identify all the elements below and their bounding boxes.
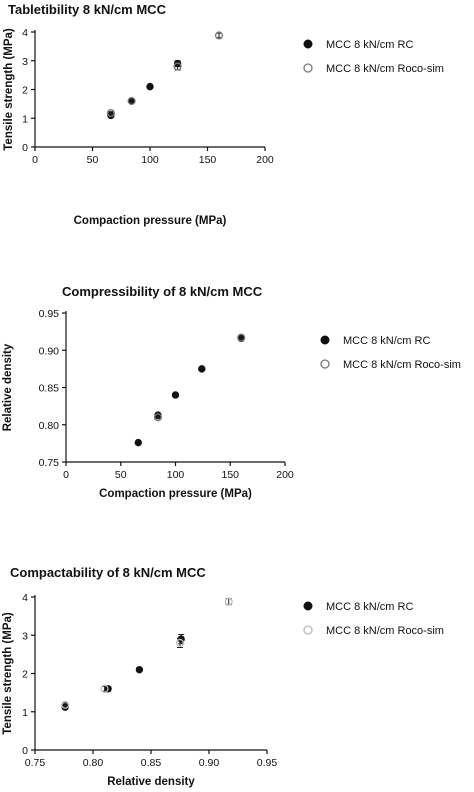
chart-title: Tabletibility 8 kN/cm MCC xyxy=(8,2,167,17)
y-tick-label: 0.90 xyxy=(39,345,60,357)
x-tick-label: 200 xyxy=(276,469,294,481)
data-point-roco-sim xyxy=(175,638,185,647)
data-point-rc xyxy=(198,365,206,373)
y-tick-label: 2 xyxy=(22,669,28,681)
y-tick-label: 4 xyxy=(22,27,28,39)
x-tick-label: 0.80 xyxy=(83,757,104,769)
data-point-rc xyxy=(171,391,180,399)
data-point-rc xyxy=(135,665,144,674)
data-point-roco-sim xyxy=(100,684,109,693)
legend-marker-roco-sim xyxy=(303,63,313,73)
x-tick-label: 100 xyxy=(141,154,159,166)
chart-title: Compactability of 8 kN/cm MCC xyxy=(10,565,206,580)
data-point-roco-sim xyxy=(153,413,163,422)
chart-2: Compressibility of 8 kN/cm MCC 0 50 100 150 2… xyxy=(2,284,461,500)
y-tick-label: 3 xyxy=(22,630,28,642)
y-axis-label: Tensile strength (MPa) xyxy=(3,28,15,151)
legend-label: MCC 8 kN/cm Roco-sim xyxy=(326,625,444,637)
y-tick-label: 0.80 xyxy=(39,420,60,432)
x-tick-label: 0.95 xyxy=(257,757,278,769)
legend-marker-rc xyxy=(303,39,313,49)
y-tick-label: 2 xyxy=(22,85,28,97)
y-tick-label: 0 xyxy=(22,745,28,757)
legend-label: MCC 8 kN/cm Roco-sim xyxy=(343,359,461,371)
y-tick-label: 0 xyxy=(22,142,28,154)
y-tick-label: 0.75 xyxy=(39,457,60,469)
legend-label: MCC 8 kN/cm Roco-sim xyxy=(326,63,444,75)
x-tick-label: 50 xyxy=(115,469,127,481)
y-tick-label: 3 xyxy=(22,56,28,68)
x-axis-label: Compaction pressure (MPa) xyxy=(74,215,227,227)
x-tick-label: 50 xyxy=(87,154,99,166)
legend-marker-rc xyxy=(303,601,313,611)
x-tick-label: 0 xyxy=(32,154,38,166)
data-point-roco-sim xyxy=(127,96,136,106)
x-tick-label: 0.75 xyxy=(25,757,46,769)
x-tick-label: 0.85 xyxy=(141,757,162,769)
data-point-roco-sim xyxy=(173,62,182,71)
legend-label: MCC 8 kN/cm RC xyxy=(343,335,430,347)
x-tick-label: 100 xyxy=(167,469,185,481)
y-tick-label: 0.95 xyxy=(39,308,60,320)
data-point-roco-sim xyxy=(61,700,70,709)
y-tick-label: 1 xyxy=(22,113,28,125)
legend-marker-rc xyxy=(320,335,330,345)
data-point-rc xyxy=(134,438,142,447)
y-tick-label: 0.85 xyxy=(39,383,60,395)
y-axis-label: Tensile strength (MPa) xyxy=(2,612,14,735)
y-tick-label: 1 xyxy=(22,707,28,719)
data-point-rc xyxy=(146,82,154,91)
data-point-roco-sim xyxy=(106,109,115,118)
data-point-roco-sim xyxy=(224,597,233,606)
x-tick-label: 150 xyxy=(199,154,217,166)
data-point-roco-sim xyxy=(237,333,246,342)
chart-3: Compactability of 8 kN/cm MCC 0.75 0.80 0.8… xyxy=(2,565,444,788)
y-tick-label: 4 xyxy=(22,592,28,604)
chart-title: Compressibility of 8 kN/cm MCC xyxy=(62,284,263,299)
x-tick-label: 0.90 xyxy=(199,757,220,769)
legend-label: MCC 8 kN/cm RC xyxy=(326,601,413,613)
chart-1: Tabletibility 8 kN/cm MCC 0 50 100 150 200 0 1 2… xyxy=(3,2,444,227)
y-axis-label: Relative density xyxy=(2,343,14,431)
x-axis-label: Compaction pressure (MPa) xyxy=(99,488,252,500)
data-point-roco-sim xyxy=(214,31,224,40)
x-tick-label: 0 xyxy=(63,469,69,481)
legend-marker-roco-sim xyxy=(303,625,313,635)
x-tick-label: 150 xyxy=(221,469,239,481)
x-tick-label: 200 xyxy=(256,154,274,166)
legend-label: MCC 8 kN/cm RC xyxy=(326,39,413,51)
legend-marker-roco-sim xyxy=(320,359,330,369)
x-axis-label: Relative density xyxy=(107,776,195,788)
